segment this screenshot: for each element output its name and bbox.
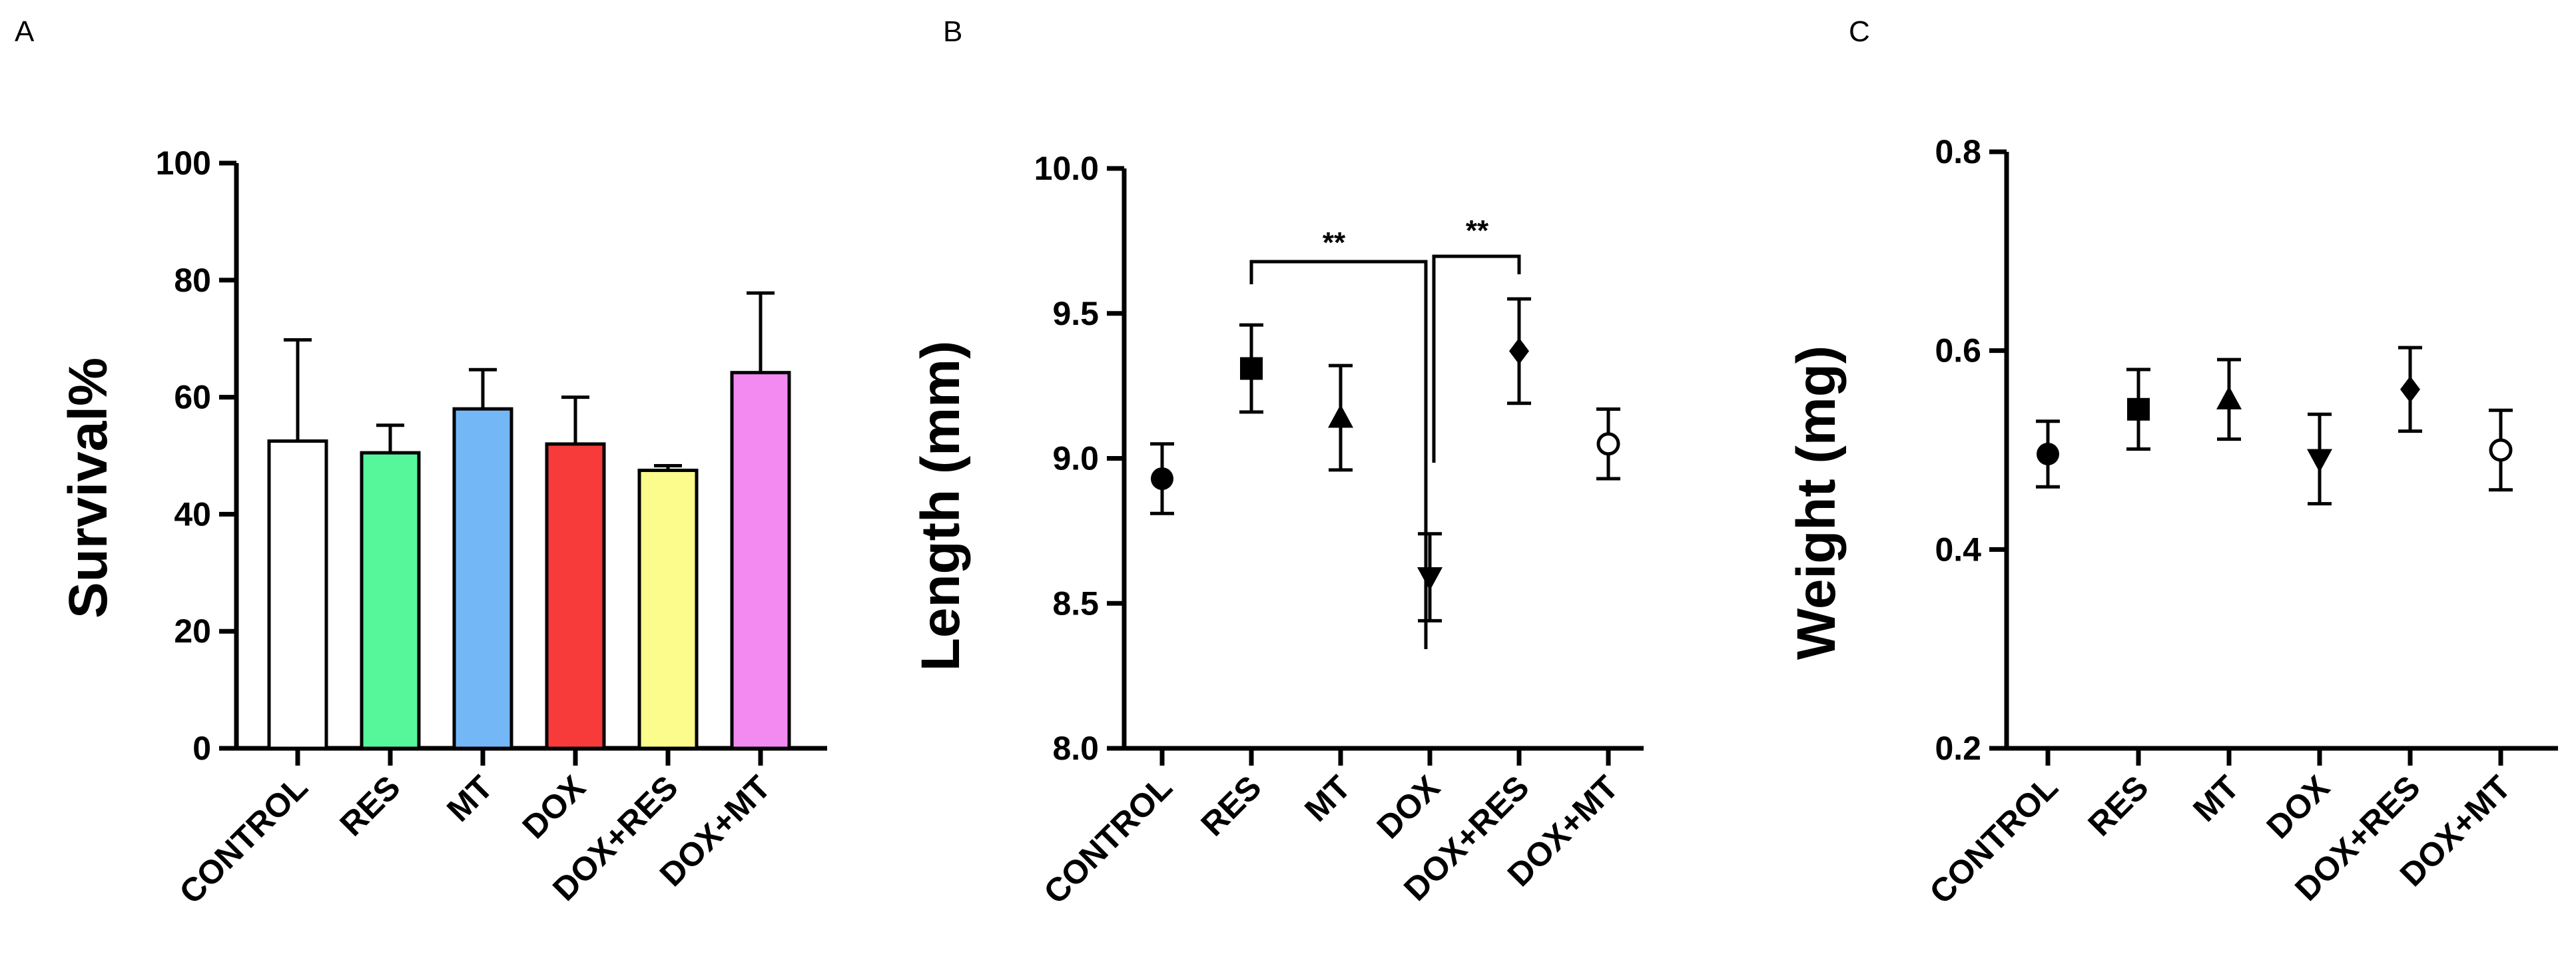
y-tick-label: 80 [174, 262, 211, 299]
y-tick-label: 8.0 [1052, 730, 1099, 767]
y-axis-title-b: Length (mm) [910, 341, 971, 671]
y-tick-label: 9.0 [1052, 440, 1099, 477]
panel-letter-a: A [15, 15, 35, 48]
x-tick-label: CONTROL [172, 768, 314, 911]
x-tick-label: RES [332, 768, 407, 843]
bar [452, 407, 513, 750]
y-axis-title-c: Weight (mg) [1786, 346, 1847, 660]
y-tick-label: 0 [192, 730, 211, 767]
data-point [1596, 432, 1620, 456]
significance-label: ** [1323, 226, 1346, 259]
data-point [2127, 397, 2150, 421]
x-tick-label: DOX [2260, 768, 2337, 846]
x-tick-label: MT [1297, 768, 1358, 829]
significance-bracket [1249, 260, 1428, 649]
panel-b-length-chart: B Length (mm) 8.0 8.5 9.0 9.5 10.0 CONTROL RES… [910, 15, 1644, 911]
significance-label: ** [1466, 214, 1489, 247]
data-point [2037, 442, 2059, 465]
panel-c-weight-chart: C Weight (mg) 0.2 0.4 0.6 0.8 CONTROL RES MT DO… [1786, 15, 2558, 911]
y-tick-label: 60 [174, 379, 211, 416]
data-point [1328, 404, 1353, 428]
bar [637, 468, 699, 750]
bar [267, 439, 328, 750]
data-point [2400, 375, 2420, 403]
bar [360, 451, 421, 750]
x-tick-label: RES [1193, 768, 1268, 843]
data-point [1151, 467, 1173, 490]
y-tick-label: 8.5 [1052, 585, 1099, 622]
x-tick-label: CONTROL [1922, 768, 2065, 911]
data-point [2216, 385, 2242, 409]
bar [730, 371, 791, 750]
panel-letter-b: B [943, 15, 962, 48]
y-axis-title-a: Survival% [58, 358, 119, 618]
data-point [2489, 438, 2513, 462]
y-tick-label: 20 [174, 612, 211, 650]
data-point [1417, 567, 1443, 591]
data-point [2307, 449, 2332, 473]
y-tick-label: 0.4 [1935, 531, 1981, 568]
panel-letter-c: C [1849, 15, 1870, 48]
data-point [1509, 338, 1529, 365]
y-tick-label: 0.8 [1935, 133, 1981, 170]
x-tick-label: RES [2081, 768, 2155, 843]
data-point [1240, 357, 1263, 380]
y-tick-label: 0.6 [1935, 332, 1981, 369]
significance-bracket [1432, 254, 1521, 463]
y-tick-label: 10.0 [1034, 150, 1099, 187]
x-tick-label: MT [2186, 768, 2246, 829]
x-tick-label: DOX [515, 768, 593, 846]
x-tick-label: CONTROL [1036, 768, 1179, 911]
y-tick-label: 0.2 [1935, 730, 1981, 767]
y-tick-label: 40 [174, 495, 211, 533]
x-tick-label: MT [440, 768, 500, 829]
bar [545, 442, 606, 750]
y-tick-label: 9.5 [1052, 295, 1099, 332]
y-tick-label: 100 [156, 144, 211, 182]
x-tick-label: DOX [1370, 768, 1447, 846]
